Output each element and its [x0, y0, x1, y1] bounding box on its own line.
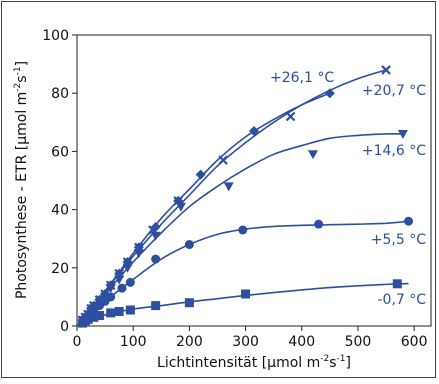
data-point — [184, 298, 194, 308]
data-point — [122, 263, 133, 273]
x-tick-label: 100 — [120, 334, 147, 350]
data-point — [114, 306, 124, 316]
data-point — [89, 312, 99, 322]
data-point — [314, 219, 324, 229]
y-axis-title: Photosynthese - ETR [µmol m-2s-1] — [13, 61, 30, 299]
series-label: +5,5 °C — [371, 232, 426, 248]
series-label: +20,7 °C — [362, 83, 426, 99]
chart: 0 100 200 300 400 500 600 0 20 40 60 80 100 +26,1 °C… — [13, 28, 432, 371]
data-point — [133, 249, 144, 259]
axis-ticks: 0 100 200 300 400 500 600 0 20 40 60 80 100 — [42, 28, 427, 350]
data-point — [249, 126, 259, 137]
data-point — [150, 222, 161, 233]
x-tick-label: 400 — [288, 334, 315, 350]
data-point — [223, 182, 234, 192]
data-point — [106, 308, 116, 318]
data-point — [218, 155, 228, 165]
data-point — [285, 111, 296, 122]
y-tick-label: 20 — [51, 261, 69, 277]
data-point — [150, 231, 161, 241]
y-tick-label: 80 — [51, 86, 69, 102]
x-tick-label: 600 — [401, 334, 428, 350]
data-point — [83, 314, 93, 324]
series-label: -0,7 °C — [377, 292, 426, 308]
data-point — [397, 129, 408, 139]
data-point — [106, 292, 116, 302]
data-points — [77, 65, 414, 328]
data-point — [117, 283, 127, 293]
data-point — [175, 202, 186, 212]
data-point — [184, 240, 194, 250]
series-label: +14,6 °C — [362, 143, 426, 159]
data-point — [308, 150, 318, 160]
data-point — [105, 284, 116, 294]
data-point — [404, 216, 414, 226]
data-point — [324, 88, 335, 99]
series-label: +26,1 °C — [270, 70, 334, 86]
data-point — [381, 65, 391, 75]
data-point — [392, 279, 402, 289]
fit-curve — [76, 133, 403, 327]
data-point — [238, 225, 248, 235]
data-point — [94, 311, 104, 321]
y-tick-label: 60 — [51, 144, 69, 160]
series-labels: +26,1 °C +20,7 °C +14,6 °C +5,5 °C -0,7 °C — [270, 70, 426, 308]
x-tick-label: 500 — [345, 334, 372, 350]
data-point — [195, 169, 206, 180]
data-point — [151, 301, 161, 311]
data-point — [114, 275, 125, 285]
x-tick-label: 0 — [73, 334, 82, 350]
x-tick-label: 300 — [232, 334, 259, 350]
figure-frame: 0 100 200 300 400 500 600 0 20 40 60 80 100 +26,1 °C… — [1, 1, 436, 378]
data-point — [125, 277, 135, 287]
data-point — [151, 254, 161, 264]
y-tick-label: 40 — [51, 203, 69, 219]
data-point — [125, 305, 135, 315]
y-tick-label: 100 — [42, 28, 69, 44]
x-tick-label: 200 — [176, 334, 203, 350]
x-axis-title: Lichtintensität [µmol m-2s-1] — [157, 354, 351, 371]
y-tick-label: 0 — [60, 319, 69, 335]
data-point — [241, 289, 251, 299]
